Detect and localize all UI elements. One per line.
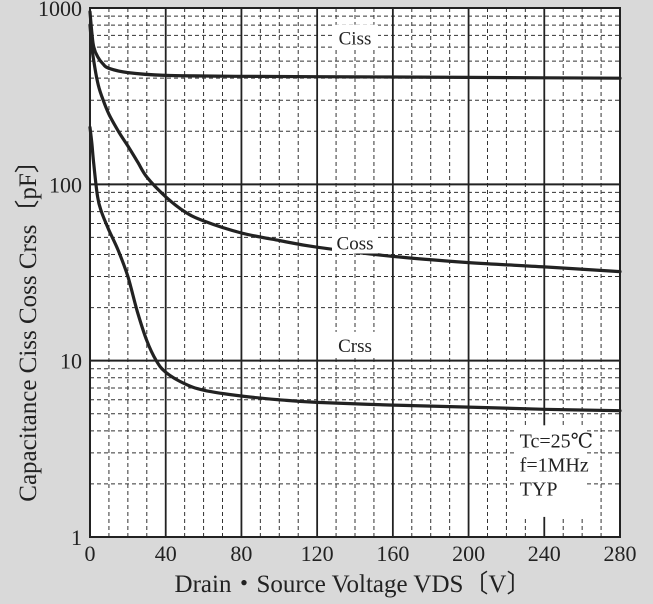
annotation-line: TYP — [520, 478, 558, 500]
x-tick-label: 240 — [528, 541, 561, 566]
series-labels: Ciss Coss Crss — [332, 24, 378, 357]
series-line-crss — [88, 125, 622, 413]
series-lines — [88, 10, 622, 413]
x-tick-label: 280 — [604, 541, 637, 566]
x-tick-label: 40 — [155, 541, 177, 566]
x-axis-label: Drain・Source Voltage VDS〔V〕 — [175, 570, 532, 598]
series-label-crss: Crss — [338, 336, 372, 357]
x-tick-label: 200 — [452, 541, 485, 566]
series-label-coss: Coss — [337, 234, 374, 255]
x-tick-label: 120 — [301, 541, 334, 566]
minor-grid — [90, 8, 620, 537]
y-tick-label: 1 — [71, 525, 82, 550]
series-line-coss — [88, 23, 622, 274]
series-line-ciss — [88, 10, 622, 80]
annotation-bg — [515, 425, 586, 517]
x-tick-label: 0 — [85, 541, 96, 566]
y-tick-label: 1000 — [38, 0, 82, 21]
annotation-line: Tc=25℃ — [520, 430, 593, 452]
annotation-line: f=1MHz — [520, 454, 589, 476]
series-label-ciss: Ciss — [339, 29, 372, 50]
y-tick-label: 10 — [60, 349, 82, 374]
x-tick-label: 80 — [230, 541, 252, 566]
series-label-bg — [332, 331, 378, 356]
y-tick-label: 100 — [49, 172, 82, 197]
x-tick-label: 160 — [376, 541, 409, 566]
series-label-bg — [332, 229, 378, 254]
y-axis-label: Capacitance Ciss Coss Crss〔pF〕 — [14, 148, 42, 501]
tick-labels: 0 40 80 120 160 200 240 280 1 10 100 1000 — [38, 0, 637, 566]
series-label-bg — [332, 24, 378, 49]
